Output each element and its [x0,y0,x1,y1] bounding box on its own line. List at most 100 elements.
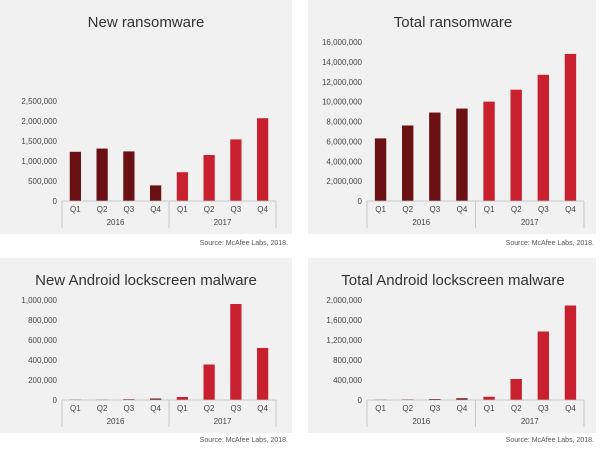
group-label: 2017 [214,218,232,227]
chart-source: Source: McAfee Labs, 2018. [199,240,288,247]
category-label: Q4 [150,404,161,413]
bar [429,399,441,400]
category-label: Q1 [375,404,386,413]
category-label: Q4 [150,205,161,214]
chart-background [0,258,292,433]
category-label: Q2 [97,404,108,413]
bar [123,151,135,201]
y-tick-label: 800,000 [28,316,57,325]
chart-svg: Total Android lockscreen malware 0 400,000… [326,272,585,427]
chart-title: New ransomware [88,14,205,31]
category-label: Q2 [204,404,215,413]
category-label: Q3 [231,404,242,413]
y-tick-label: 500,000 [28,177,57,186]
group-label: 2016 [107,417,125,426]
y-tick-label: 200,000 [28,376,57,385]
y-tick-label: 2,500,000 [21,97,57,106]
group-label: 2016 [107,218,125,227]
category-label: Q4 [457,404,468,413]
category-label: Q4 [257,404,268,413]
bar [203,364,215,400]
chart-source: Source: McAfee Labs, 2018. [505,240,594,247]
y-tick-label: 1,000,000 [21,157,57,166]
bar [564,305,577,400]
chart-source: Source: McAfee Labs, 2018. [505,437,594,444]
chart-new-android-lockscreen-malware: New Android lockscreen malware 0 200,000 40… [0,258,300,451]
y-tick-label: 2,000,000 [326,177,362,186]
y-tick-label: 14,000,000 [322,58,363,67]
group-label: 2017 [521,218,539,227]
bar [510,379,522,400]
category-label: Q2 [204,205,215,214]
y-tick-label: 2,000,000 [21,117,57,126]
bar [257,348,269,400]
category-label: Q2 [402,404,413,413]
chart-svg: Total ransomware 0 2,000,000 4,000,000 6,000… [322,14,585,228]
bar [456,108,468,201]
category-label: Q1 [484,205,495,214]
y-tick-label: 0 [53,396,58,405]
category-label: Q2 [402,205,413,214]
bar [483,101,495,201]
category-label: Q4 [565,205,576,214]
category-label: Q1 [177,404,188,413]
category-label: Q3 [124,404,135,413]
group-label: 2017 [214,417,232,426]
bar [537,74,550,201]
y-tick-label: 4,000,000 [326,157,362,166]
bar [537,331,550,400]
group-label: 2017 [521,417,539,426]
category-label: Q4 [457,205,468,214]
bar [510,89,522,201]
y-tick-label: 8,000,000 [326,118,362,127]
bar [69,151,81,201]
bar [150,398,162,400]
y-tick-label: 6,000,000 [326,137,362,146]
bar [176,397,188,400]
y-tick-label: 400,000 [333,376,362,385]
category-label: Q3 [429,404,440,413]
y-tick-label: 10,000,000 [322,98,363,107]
bar [230,304,242,400]
category-label: Q1 [375,205,386,214]
y-tick-label: 1,200,000 [326,336,362,345]
chart-svg: New Android lockscreen malware 0 200,000 40… [21,272,277,427]
y-tick-label: 12,000,000 [322,78,363,87]
bar [176,172,188,201]
bar [564,53,577,201]
bar [230,139,242,201]
y-tick-label: 0 [358,197,363,206]
category-label: Q4 [257,205,268,214]
y-tick-label: 16,000,000 [322,38,363,47]
chart-title: Total Android lockscreen malware [341,272,564,289]
bar [483,396,495,400]
y-tick-label: 2,000,000 [326,296,362,305]
bar [374,138,387,201]
category-label: Q3 [429,205,440,214]
category-label: Q1 [70,404,81,413]
chart-total-android-lockscreen-malware: Total Android lockscreen malware 0 400,000… [308,258,600,451]
chart-svg: New ransomware 0 500,000 1,000,000 1,500,000… [21,14,277,228]
bar [203,155,215,201]
bar [257,118,269,201]
chart-source: Source: McAfee Labs, 2018. [199,437,288,444]
group-label: 2016 [412,417,430,426]
category-label: Q2 [511,404,522,413]
category-label: Q3 [231,205,242,214]
y-tick-label: 1,500,000 [21,137,57,146]
category-label: Q1 [177,205,188,214]
chart-new-ransomware: New ransomware 0 500,000 1,000,000 1,500,000… [0,0,300,252]
category-label: Q3 [538,404,549,413]
y-tick-label: 800,000 [333,356,362,365]
chart-total-ransomware: Total ransomware 0 2,000,000 4,000,000 6,000… [308,0,600,252]
y-tick-label: 0 [358,396,363,405]
category-label: Q2 [511,205,522,214]
chart-title: Total ransomware [394,14,512,31]
bar [401,125,414,201]
group-label: 2016 [412,218,430,227]
y-tick-label: 1,600,000 [326,316,362,325]
bar [429,112,441,201]
category-label: Q2 [97,205,108,214]
y-tick-label: 600,000 [28,336,57,345]
y-tick-label: 1,000,000 [21,296,57,305]
